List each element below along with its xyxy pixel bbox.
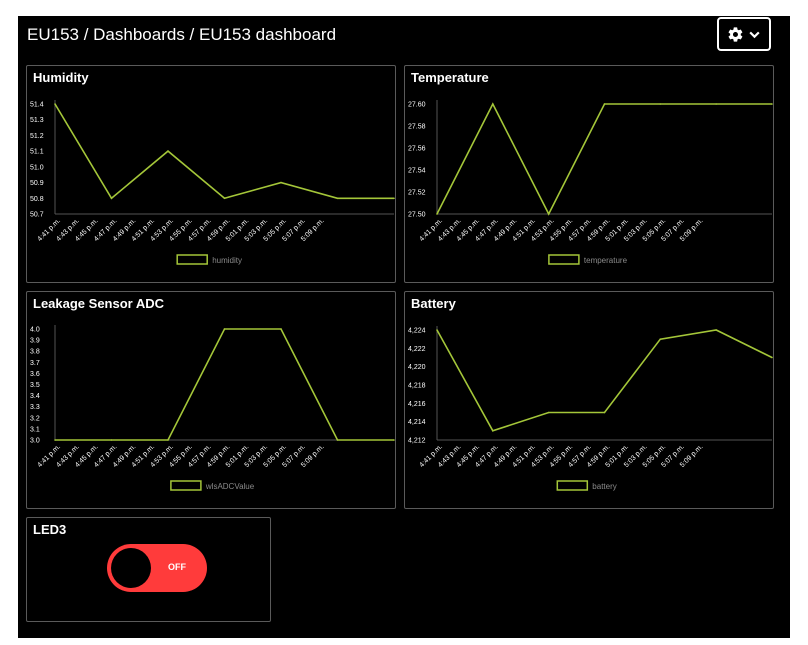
legend-label: temperature xyxy=(584,256,628,265)
y-tick-label: 4,214 xyxy=(408,419,426,426)
y-tick-label: 3.4 xyxy=(30,393,40,400)
series-line xyxy=(436,102,772,216)
y-tick-label: 4,218 xyxy=(408,383,426,390)
data-point xyxy=(659,338,662,340)
data-point xyxy=(110,439,113,441)
y-tick-label: 27.54 xyxy=(408,168,426,175)
data-point xyxy=(492,430,494,432)
y-tick-label: 27.60 xyxy=(408,102,426,109)
data-point xyxy=(547,411,550,414)
dashboard: EU153 / Dashboards / EU153 dashboard Hum… xyxy=(18,16,790,638)
legend-swatch xyxy=(170,480,202,491)
humidity-widget: Humidity 50.7 50.8 50.9 51.0 51.1 51.2 51.3 51.… xyxy=(26,65,396,283)
y-tick-label: 51.2 xyxy=(30,133,44,140)
data-point xyxy=(393,197,395,200)
data-point xyxy=(715,329,717,331)
toggle-state-label: OFF xyxy=(168,562,186,572)
y-tick-label: 3.3 xyxy=(30,404,40,411)
y-tick-label: 51.0 xyxy=(30,164,44,171)
data-point xyxy=(659,103,662,105)
data-point xyxy=(436,329,438,331)
data-point xyxy=(336,197,339,200)
y-tick-label: 3.1 xyxy=(30,426,40,433)
legend-label: battery xyxy=(592,482,616,491)
data-point xyxy=(223,328,226,330)
y-tick-label: 51.3 xyxy=(30,117,44,124)
data-point xyxy=(223,197,226,200)
y-tick-label: 27.56 xyxy=(408,146,426,153)
leakage-sensor-widget: Leakage Sensor ADC 3.0 3.1 3.2 3.3 3.4 3.5 3.6… xyxy=(26,291,396,509)
y-tick-label: 4,222 xyxy=(408,346,426,353)
y-tick-label: 50.9 xyxy=(30,180,44,187)
series-line xyxy=(55,328,394,441)
widget-title: Humidity xyxy=(33,70,89,85)
y-tick-label: 27.50 xyxy=(408,212,426,219)
data-point xyxy=(54,103,56,105)
data-point xyxy=(280,328,282,330)
y-tick-label: 50.8 xyxy=(30,196,44,203)
temperature-widget: Temperature 27.50 27.52 27.54 27.56 27.58 27.… xyxy=(404,65,774,283)
y-tick-label: 4,224 xyxy=(408,328,426,335)
data-point xyxy=(771,356,773,359)
page-title: EU153 / Dashboards / EU153 dashboard xyxy=(27,25,337,44)
y-tick-label: 51.4 xyxy=(30,102,44,109)
widget-title: Leakage Sensor ADC xyxy=(33,296,165,311)
data-point xyxy=(547,213,550,215)
y-tick-label: 27.52 xyxy=(408,190,426,197)
data-point xyxy=(436,213,438,215)
legend-swatch xyxy=(548,254,580,265)
y-tick-label: 4,212 xyxy=(408,438,426,445)
data-point xyxy=(110,197,113,200)
led3-widget: LED3 OFF xyxy=(26,517,271,622)
battery-chart: 4,2124,2144,2164,2184,2204,2224,2244:41 … xyxy=(408,326,773,491)
data-point xyxy=(603,103,606,105)
settings-button[interactable] xyxy=(717,17,771,51)
y-tick-label: 3.5 xyxy=(30,382,40,389)
widget-title: Battery xyxy=(411,296,456,311)
legend-label: humidity xyxy=(212,256,242,265)
data-point xyxy=(167,150,169,152)
data-point xyxy=(492,103,494,105)
y-tick-label: 3.2 xyxy=(30,415,40,422)
chevron-down-icon xyxy=(749,31,760,38)
legend-swatch xyxy=(176,254,208,265)
legend-swatch xyxy=(556,480,589,491)
y-tick-label: 4,220 xyxy=(408,364,426,371)
widget-title: LED3 xyxy=(33,522,67,537)
legend-label: wlsADCValue xyxy=(205,482,255,491)
battery-widget: Battery 4,212 4,214 4,216 4,218 4,220 4,222 4,… xyxy=(404,291,774,509)
y-tick-label: 3.0 xyxy=(30,438,40,445)
humidity-chart: 50.750.850.951.051.151.251.351.44:41 p.m… xyxy=(30,100,395,265)
toggle-knob xyxy=(111,548,151,588)
data-point xyxy=(603,411,606,414)
gear-icon xyxy=(728,26,743,42)
series-line xyxy=(436,329,773,432)
data-point xyxy=(336,439,339,441)
y-tick-label: 3.6 xyxy=(30,371,40,378)
y-tick-label: 27.58 xyxy=(408,124,426,131)
series-line xyxy=(54,103,394,200)
data-point xyxy=(393,439,395,441)
y-tick-label: 3.9 xyxy=(30,338,40,345)
leakage-chart: 3.03.13.23.33.43.53.63.73.83.94.04:41 p.… xyxy=(30,325,395,491)
y-tick-label: 4.0 xyxy=(30,327,40,334)
y-tick-label: 50.7 xyxy=(30,212,44,219)
widget-title: Temperature xyxy=(411,70,489,85)
y-tick-label: 3.8 xyxy=(30,349,40,356)
y-tick-label: 3.7 xyxy=(30,360,40,367)
y-tick-label: 4,216 xyxy=(408,401,426,408)
data-point xyxy=(167,439,169,441)
data-point xyxy=(771,103,773,105)
data-point xyxy=(54,439,56,441)
data-point xyxy=(280,181,282,184)
led3-toggle[interactable]: OFF xyxy=(107,544,207,592)
y-tick-label: 51.1 xyxy=(30,149,44,156)
data-point xyxy=(715,103,717,105)
